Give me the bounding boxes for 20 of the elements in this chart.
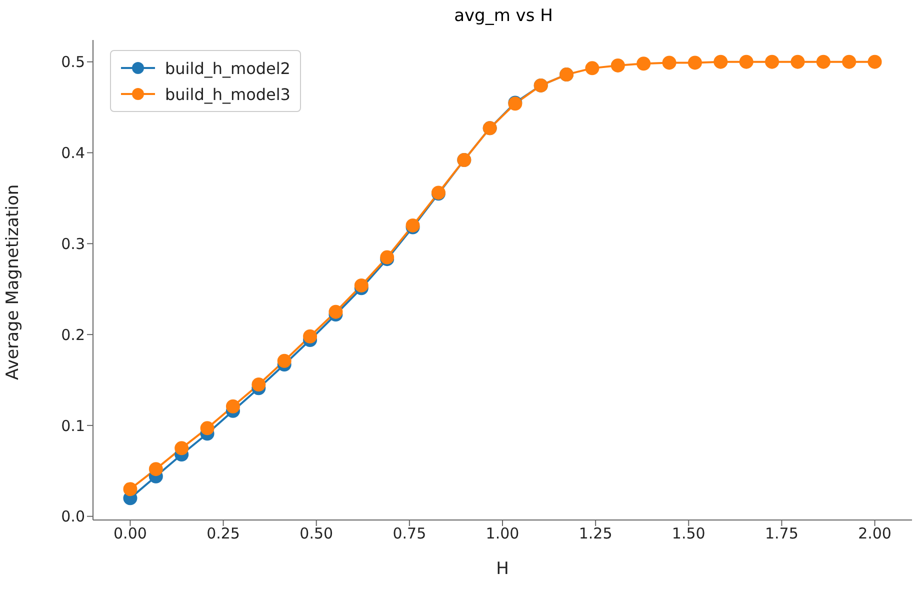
x-tick-label: 0.50 bbox=[300, 524, 334, 543]
y-tick-label: 0.4 bbox=[61, 144, 85, 162]
x-tick-label: 0.25 bbox=[206, 524, 240, 543]
x-tick-label: 1.25 bbox=[578, 524, 612, 543]
x-tick-label: 1.75 bbox=[765, 524, 798, 543]
y-tick-label: 0.1 bbox=[61, 416, 85, 435]
y-tick-label: 0.0 bbox=[61, 508, 85, 526]
legend-label: build_h_model3 bbox=[165, 84, 290, 104]
x-tick-label: 0.75 bbox=[392, 524, 426, 543]
y-tick-label: 0.2 bbox=[61, 326, 85, 344]
chart-title: avg_m vs H bbox=[453, 6, 554, 26]
x-tick-label: 1.50 bbox=[672, 524, 706, 543]
x-tick-label: 2.00 bbox=[858, 524, 892, 543]
x-tick-label: 0.00 bbox=[114, 524, 147, 543]
y-tick-label: 0.5 bbox=[61, 53, 85, 72]
legend-label: build_h_model2 bbox=[165, 58, 290, 78]
y-axis-title: Average Magnetization bbox=[3, 184, 24, 380]
x-tick-label: 1.00 bbox=[486, 524, 520, 543]
x-axis-title: H bbox=[496, 559, 509, 579]
y-tick-label: 0.3 bbox=[61, 234, 85, 253]
